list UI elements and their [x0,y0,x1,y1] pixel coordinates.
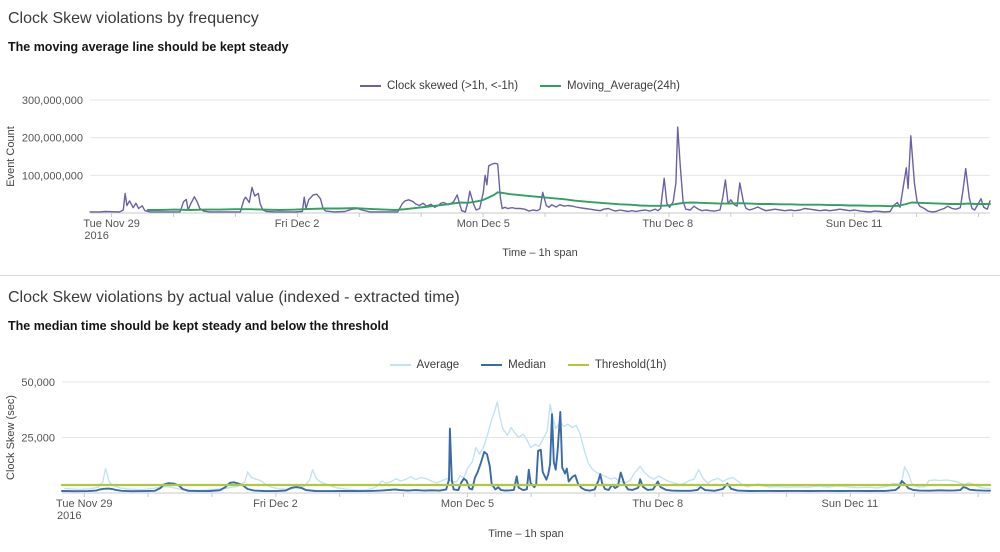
chart-subtitle-frequency: The moving average line should be kept s… [8,40,289,54]
x-tick-label: Sun Dec 11 [826,218,883,230]
panel-divider [0,275,1000,276]
legend-item-clock-skewed-1h-1h[interactable]: Clock skewed (>1h, <-1h) [360,80,518,92]
legend-swatch [540,85,562,87]
legend-swatch [567,364,589,366]
y-tick-label: 25,000 [21,433,55,445]
x-tick-label: Tue Nov 29 [83,218,139,230]
legend-actual-value: Average Median Threshold(1h) [0,358,1000,372]
legend-label: Threshold(1h) [594,359,667,371]
series-line-moving-average-24h [146,191,991,211]
chart-title-actual-value: Clock Skew violations by actual value (i… [8,289,460,306]
frequency-line-chart: 100,000,000 200,000,000 300,000,000 Tue Nov… [5,95,991,259]
panel-actual-value-chart: Clock Skew violations by actual value (i… [0,276,1000,552]
x-axis-title: Time – 1h span [488,528,563,540]
x-tick-label: Mon Dec 5 [441,498,494,510]
x-tick-label: Tue Nov 29 [56,498,112,510]
series-line-median [61,411,991,493]
x-tick-label: Mon Dec 5 [457,218,510,230]
y-tick-label: 100,000,000 [22,170,83,182]
y-tick-label: 50,000 [21,377,55,389]
y-tick-label: 300,000,000 [22,95,83,107]
x-tick-label-year: 2016 [84,230,108,242]
x-tick-label: Fri Dec 2 [275,218,320,230]
x-tick-label: Fri Dec 2 [253,498,298,510]
legend-label: Clock skewed (>1h, <-1h) [387,80,519,92]
legend-label: Median [508,359,546,371]
legend-item-threshold-1h[interactable]: Threshold(1h) [567,359,667,371]
series-line-clock-skewed-1h-1h [89,126,991,213]
x-axis-title: Time – 1h span [502,247,577,259]
y-axis-title: Event Count [5,126,17,187]
x-tick-label-year: 2016 [57,510,81,522]
legend-swatch [481,364,503,366]
legend-label: Moving_Average(24h) [567,80,680,92]
legend-label: Average [416,359,460,371]
legend-item-average[interactable]: Average [389,359,460,371]
panel-frequency-chart: Clock Skew violations by frequency The m… [0,0,1000,265]
chart-subtitle-actual-value: The median time should be kept steady an… [8,319,389,333]
y-axis-title: Clock Skew (sec) [5,395,17,480]
legend-item-median[interactable]: Median [481,359,546,371]
legend-frequency: Clock skewed (>1h, <-1h) Moving_Average(2… [0,79,1000,93]
chart-title-frequency: Clock Skew violations by frequency [8,10,259,27]
legend-item-moving-average-24h[interactable]: Moving_Average(24h) [540,80,680,92]
legend-swatch [389,364,411,366]
y-tick-label: 200,000,000 [22,133,83,145]
x-tick-label: Sun Dec 11 [822,498,879,510]
legend-swatch [360,85,381,87]
x-tick-label: Thu Dec 8 [632,498,683,510]
x-tick-label: Thu Dec 8 [642,218,693,230]
